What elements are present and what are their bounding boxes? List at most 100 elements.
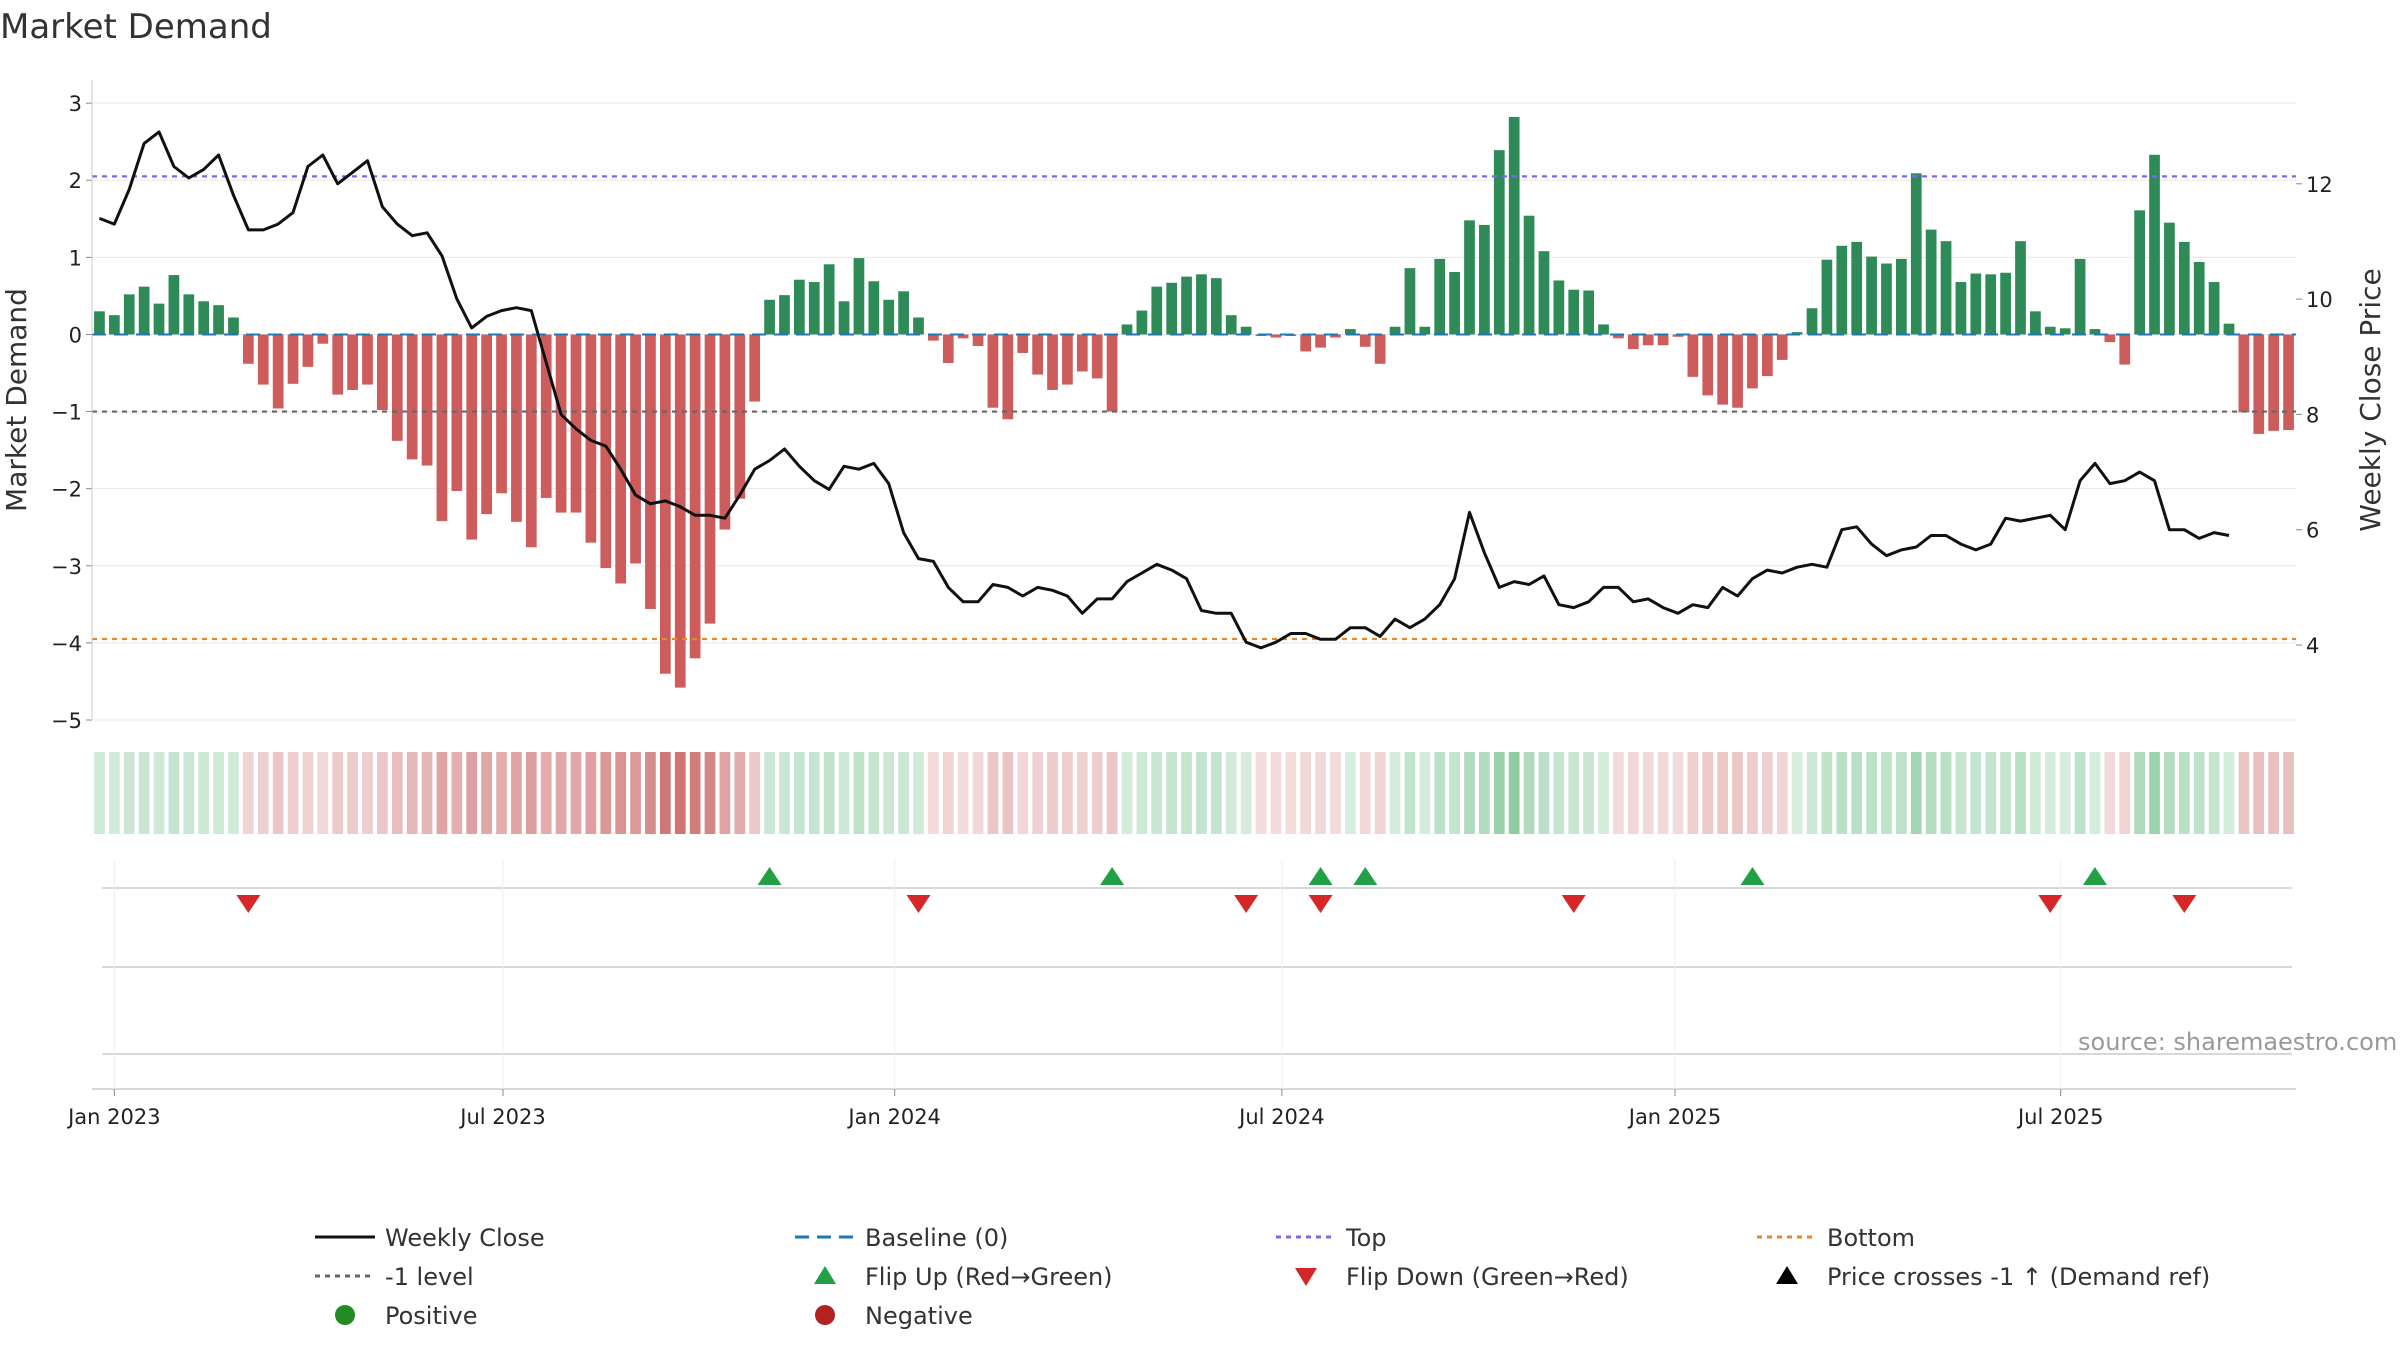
heat-cell <box>2164 752 2175 834</box>
demand-bar-negative <box>466 334 478 540</box>
demand-bar-negative <box>317 334 329 344</box>
demand-bar-positive <box>1449 272 1460 335</box>
legend-swatch-price-crosses-1-demand-ref <box>1776 1266 1798 1284</box>
heat-cell <box>2104 752 2116 834</box>
x-tick-label: Jul 2023 <box>458 1105 545 1129</box>
demand-bar-positive <box>808 282 820 335</box>
demand-bar-negative <box>362 334 373 385</box>
heat-cell <box>1776 752 1788 834</box>
heat-cell <box>1821 752 1833 834</box>
flip-events-panel: Jan 2023 Jul 2023 Jan 2024 Jul 2024 Jan 2025… <box>66 860 2296 1129</box>
demand-bar-positive <box>1464 220 1475 335</box>
legend-label: Flip Down (Green→Red) <box>1346 1263 1629 1291</box>
y-axis-label: Market Demand <box>0 288 33 512</box>
heat-cell <box>1836 752 1848 834</box>
heat-cell <box>1210 752 1222 834</box>
demand-bar-positive <box>198 301 210 335</box>
demand-bar-positive <box>228 317 239 335</box>
heat-cell <box>1017 752 1029 834</box>
demand-bar-positive <box>213 305 224 335</box>
demand-heat-strip <box>94 752 2294 834</box>
demand-bar-positive <box>898 291 909 335</box>
demand-bar-positive <box>1791 332 1803 335</box>
y-tick-label: −4 <box>51 632 82 656</box>
heat-cell <box>1091 752 1103 834</box>
heat-cell <box>1330 752 1341 834</box>
heat-cell <box>1583 752 1594 834</box>
legend-item: Baseline (0) <box>795 1224 1008 1252</box>
flip-down-marker <box>2038 895 2063 913</box>
demand-bar-positive <box>168 275 180 335</box>
heat-cell <box>823 752 835 834</box>
heat-cell <box>2044 752 2056 834</box>
heat-cell <box>838 752 850 834</box>
heat-cell <box>2015 752 2026 834</box>
heat-cell <box>1896 752 1907 834</box>
heat-cell <box>555 752 567 834</box>
flip-down-marker <box>2172 895 2197 913</box>
demand-bar-positive <box>1866 256 1877 335</box>
y-tick-label: 0 <box>69 323 82 347</box>
heat-cell <box>1225 752 1237 834</box>
demand-bar-positive <box>1121 324 1133 335</box>
demand-bar-positive <box>2193 261 2205 335</box>
heat-cell <box>1136 752 1148 834</box>
heat-cell <box>808 752 820 834</box>
demand-bar-positive <box>94 311 105 335</box>
heat-cell <box>1761 752 1773 834</box>
demand-bar-positive <box>2044 326 2056 335</box>
demand-bar-negative <box>2253 334 2265 434</box>
heat-cell <box>138 752 150 834</box>
demand-bar-negative <box>1047 334 1058 390</box>
heat-cell <box>749 752 761 834</box>
heat-cell <box>1374 752 1386 834</box>
heat-cell <box>615 752 627 834</box>
demand-bar-negative <box>287 334 299 384</box>
heat-cell <box>123 752 135 834</box>
legend-item: Positive <box>335 1302 478 1330</box>
demand-bar-positive <box>1896 258 1907 335</box>
demand-bar-positive <box>2223 323 2235 335</box>
demand-bar-positive <box>183 294 195 335</box>
demand-bar-negative <box>481 334 492 515</box>
heat-cell <box>794 752 805 834</box>
y-tick-label: −3 <box>51 555 82 579</box>
demand-bar-negative <box>525 334 537 548</box>
heat-cell <box>302 752 314 834</box>
heat-cell <box>1508 752 1520 834</box>
demand-bar-positive <box>2059 328 2071 335</box>
demand-bar-positive <box>108 315 120 335</box>
demand-bar-positive <box>1508 117 1520 335</box>
demand-bar-negative <box>1032 334 1043 375</box>
flip-up-marker <box>1353 867 1378 885</box>
demand-bar-positive <box>1568 289 1580 335</box>
source-credit: source: sharemaestro.com <box>2078 1028 2397 1056</box>
demand-bar-negative <box>704 334 716 624</box>
demand-bar-negative <box>1062 334 1073 385</box>
demand-bar-positive <box>868 281 880 335</box>
heat-cell <box>1389 752 1401 834</box>
demand-bar-negative <box>1657 334 1669 346</box>
heat-cell <box>1479 752 1490 834</box>
heat-cell <box>630 752 641 834</box>
demand-bar-positive <box>1523 215 1535 335</box>
y-tick-label: 2 <box>69 169 82 193</box>
heat-cell <box>1345 752 1356 834</box>
demand-bar-negative <box>2268 334 2280 431</box>
heat-cell <box>1925 752 1937 834</box>
heat-cell <box>1613 752 1624 834</box>
heat-cell <box>332 752 344 834</box>
heat-cell <box>1642 752 1654 834</box>
heat-cell <box>1121 752 1133 834</box>
demand-bar-negative <box>2119 334 2131 365</box>
heat-cell <box>1449 752 1460 834</box>
demand-bar-negative <box>391 334 403 441</box>
heat-cell <box>1255 752 1267 834</box>
heat-cell <box>1523 752 1535 834</box>
x-tick-label: Jan 2025 <box>1627 1105 1722 1129</box>
heat-cell <box>1866 752 1877 834</box>
demand-bar-negative <box>377 334 388 411</box>
heat-cell <box>496 752 507 834</box>
demand-bar-positive <box>2208 282 2220 335</box>
